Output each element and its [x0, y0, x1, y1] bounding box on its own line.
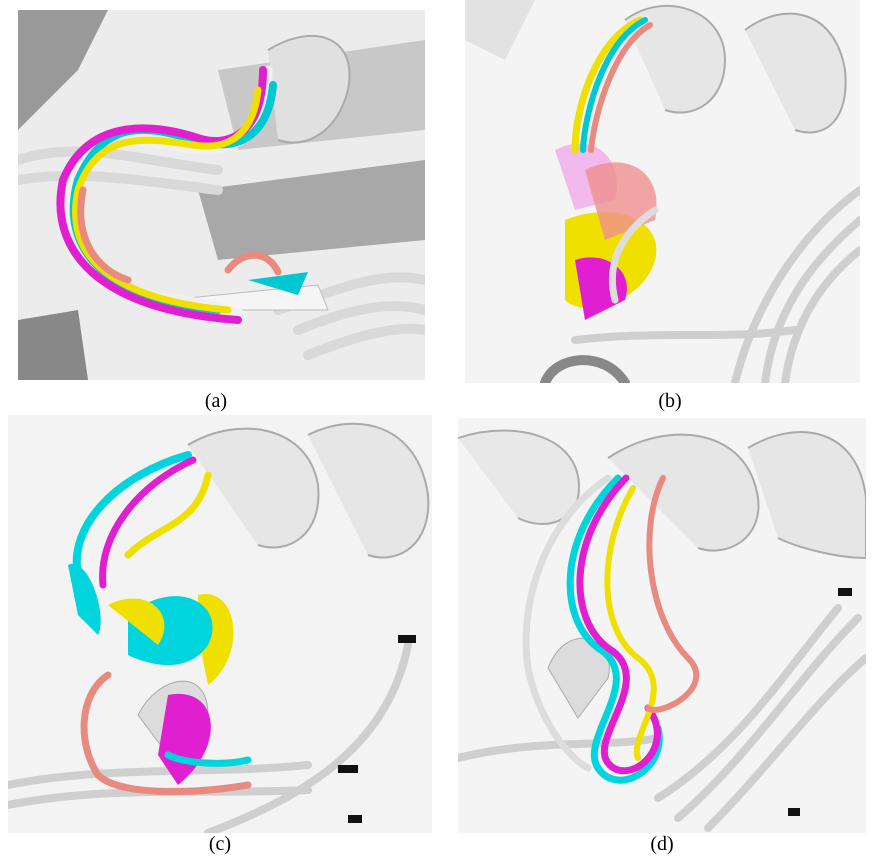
panel-label: (a) — [186, 390, 246, 413]
panel-image — [8, 415, 432, 833]
panel-image — [465, 0, 860, 383]
figure: (a) (b) — [0, 0, 874, 864]
panel-label: (b) — [640, 390, 700, 413]
panel-image — [458, 418, 866, 833]
panel-label: (c) — [190, 833, 250, 856]
panel-image — [18, 10, 425, 380]
panel-label: (d) — [632, 833, 692, 856]
